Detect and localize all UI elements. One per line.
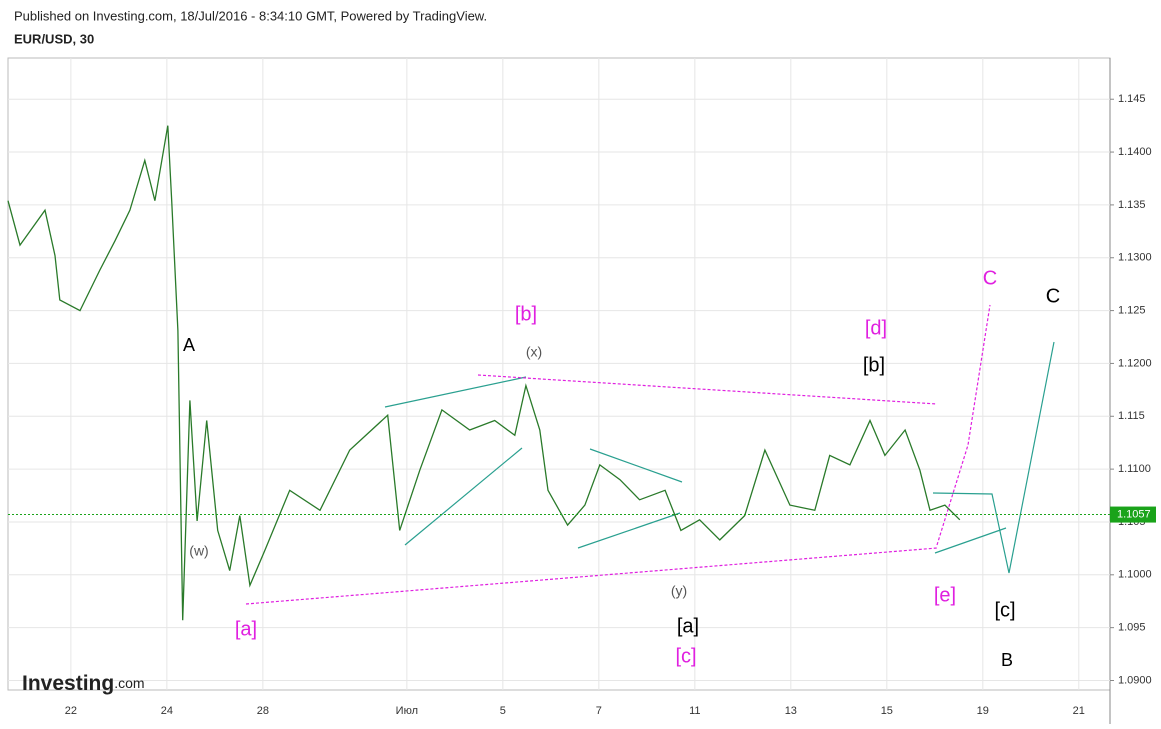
wave-label: [d]: [865, 317, 887, 339]
wave-label: (y): [671, 583, 687, 599]
y-tick-label: 1.0900: [1118, 674, 1152, 686]
wave-label: B: [1001, 650, 1013, 670]
wave-label: (w): [189, 543, 208, 559]
wave-label: [a]: [677, 615, 699, 637]
wave-label: [b]: [515, 303, 537, 325]
trendline: [245, 547, 938, 605]
wave-label: [e]: [934, 584, 956, 606]
y-tick-label: 1.1100: [1118, 463, 1151, 475]
wave-label: (x): [526, 344, 542, 360]
symbol: EUR/USD, 30: [14, 31, 94, 46]
x-tick-label: 19: [977, 705, 989, 717]
wave-label: C: [983, 267, 997, 289]
wave-label: [a]: [235, 618, 257, 640]
y-tick-label: 1.135: [1118, 199, 1146, 211]
wave-label: [b]: [863, 354, 885, 376]
x-tick-label: 7: [596, 705, 602, 717]
projection: [936, 304, 991, 546]
trendlines: [245, 304, 1055, 605]
y-tick-label: 1.1000: [1118, 569, 1152, 581]
trendline: [577, 512, 681, 549]
x-tick-label: 5: [500, 705, 506, 717]
logo-suffix: .com: [114, 675, 144, 691]
x-tick-label: 13: [785, 705, 797, 717]
wave-label: [c]: [675, 645, 696, 667]
price-line: [7, 125, 961, 621]
y-tick-label: 1.1300: [1118, 252, 1152, 264]
y-tick-label: 1.115: [1118, 410, 1145, 422]
last-price-box: [1110, 506, 1156, 523]
y-tick-label: 1.1200: [1118, 357, 1152, 369]
x-tick-label: 24: [161, 705, 173, 717]
y-tick-label: 1.125: [1118, 304, 1146, 316]
wave-label: [c]: [994, 599, 1015, 621]
wave-label: A: [183, 335, 195, 355]
y-tick-label: 1.1400: [1118, 146, 1152, 158]
x-tick-label: 15: [881, 705, 893, 717]
y-tick-label: 1.095: [1118, 622, 1146, 634]
last-price-label: 1.1057: [1117, 508, 1151, 520]
x-tick-label: 22: [65, 705, 77, 717]
trendline: [477, 374, 938, 405]
projection: [932, 341, 1055, 574]
x-tick-label: Июл: [396, 705, 418, 717]
trendline: [934, 527, 1007, 554]
wave-label: C: [1046, 285, 1060, 307]
x-tick-label: 11: [689, 705, 700, 717]
logo-name: Investing: [22, 672, 114, 695]
y-tick-label: 1.145: [1118, 93, 1146, 105]
trendline: [589, 448, 683, 483]
trendline: [404, 447, 523, 546]
trendline: [384, 376, 527, 408]
x-tick-label: 21: [1073, 705, 1085, 717]
logo: Investing.com: [22, 672, 145, 695]
published-line: Published on Investing.com, 18/Jul/2016 …: [14, 8, 487, 23]
x-tick-label: 28: [257, 705, 269, 717]
